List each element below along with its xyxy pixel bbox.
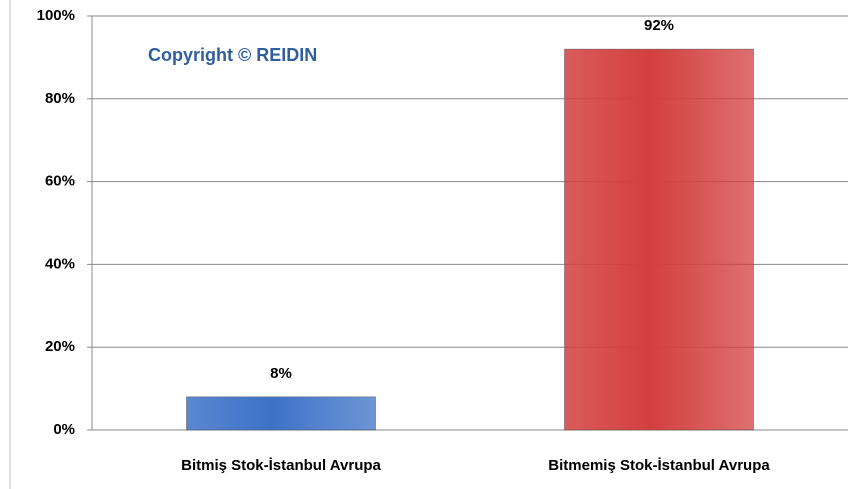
value-label: 8% — [270, 365, 292, 382]
y-tick-label: 40% — [45, 255, 75, 272]
y-tick-label: 100% — [37, 7, 75, 24]
bar — [186, 396, 376, 431]
x-tick-label: Bitmemiş Stok-İstanbul Avrupa — [548, 457, 770, 474]
value-label: 92% — [644, 17, 674, 34]
y-tick-label: 20% — [45, 338, 75, 355]
y-tick-label: 0% — [53, 421, 75, 438]
y-tick-label: 60% — [45, 173, 75, 190]
bar — [564, 48, 754, 431]
x-tick-label: Bitmiş Stok-İstanbul Avrupa — [181, 457, 381, 474]
annotation: Copyright © REIDIN — [148, 45, 317, 65]
y-tick-label: 80% — [45, 90, 75, 107]
